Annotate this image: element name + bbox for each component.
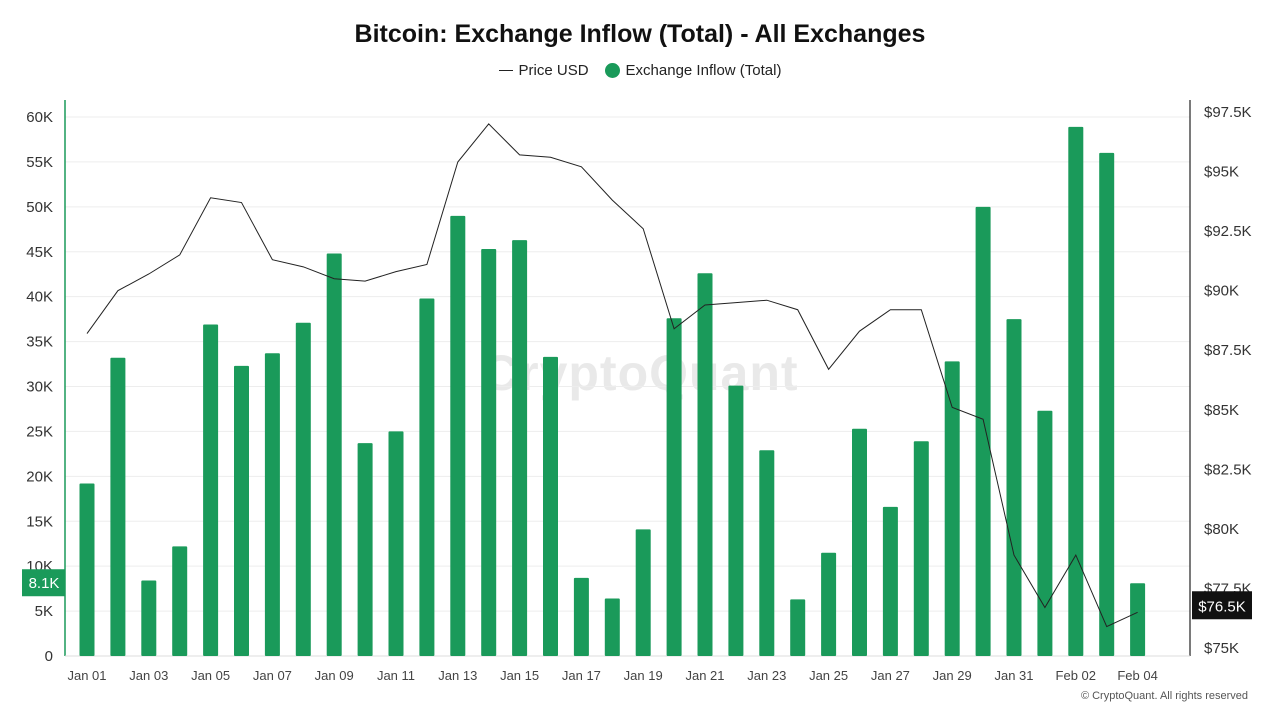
last-price-value: $76.5K — [1198, 598, 1246, 615]
y-right-tick-label: $85K — [1204, 402, 1239, 419]
y-right-tick-label: $82.5K — [1204, 461, 1252, 478]
last-price-tag — [1192, 591, 1252, 620]
chart-title: Bitcoin: Exchange Inflow (Total) - All E… — [354, 20, 926, 48]
inflow-bar — [944, 361, 960, 656]
inflow-bar — [852, 428, 867, 656]
y-left-tick-label: 20K — [26, 468, 53, 485]
y-right-tick-label: $90K — [1204, 283, 1239, 300]
inflow-bar — [79, 483, 95, 656]
x-tick-label: Jan 03 — [129, 668, 168, 683]
inflow-bar — [1006, 319, 1022, 656]
y-right-tick-label: $80K — [1204, 521, 1239, 538]
y-left-tick-label: 0 — [45, 648, 53, 665]
inflow-bar — [110, 357, 126, 656]
inflow-bar — [450, 215, 466, 657]
y-left-tick-label: 50K — [26, 199, 53, 216]
y-left-tick-label: 25K — [26, 423, 53, 440]
inflow-bar — [295, 322, 311, 656]
inflow-bar — [635, 529, 651, 656]
x-tick-label: Jan 21 — [685, 668, 724, 683]
inflow-bar — [512, 240, 528, 657]
last-inflow-value: 8.1K — [29, 575, 60, 592]
inflow-bar — [172, 546, 188, 656]
inflow-bar — [203, 324, 219, 656]
inflow-bar — [821, 552, 837, 656]
inflow-bar — [388, 431, 404, 656]
x-tick-label: Jan 01 — [67, 668, 106, 683]
x-tick-label: Jan 15 — [500, 668, 539, 683]
x-tick-label: Jan 29 — [933, 668, 972, 683]
x-tick-label: Jan 13 — [438, 668, 477, 683]
y-right-tick-label: $75K — [1204, 640, 1239, 657]
x-tick-label: Jan 31 — [994, 668, 1033, 683]
inflow-bar — [1037, 410, 1053, 656]
x-tick-label: Jan 05 — [191, 668, 230, 683]
inflow-bar — [975, 206, 991, 657]
inflow-bar — [234, 365, 249, 656]
y-left-tick-label: 15K — [26, 513, 53, 530]
inflow-bar — [882, 506, 898, 656]
inflow-bar — [1130, 583, 1146, 656]
y-left-tick-label: 30K — [26, 379, 53, 396]
inflow-bar — [1068, 126, 1084, 657]
y-left-tick-label: 60K — [26, 109, 53, 126]
inflow-bar — [141, 580, 157, 656]
inflow-bar — [326, 253, 342, 656]
dot-icon — [604, 63, 620, 78]
y-left-tick-label: 40K — [26, 289, 53, 306]
y-right-tick-label: $92.5K — [1204, 223, 1252, 240]
x-tick-label: Jan 09 — [315, 668, 354, 683]
x-tick-label: Jan 17 — [562, 668, 601, 683]
legend-item-price[interactable]: Price USD — [498, 62, 589, 79]
legend-label-inflow: Exchange Inflow (Total) — [625, 62, 782, 79]
y-left-tick-label: 5K — [35, 603, 53, 620]
legend-item-inflow[interactable]: Exchange Inflow (Total) — [604, 62, 782, 79]
x-tick-label: Jan 25 — [809, 668, 848, 683]
inflow-bar — [604, 598, 620, 656]
x-tick-label: Jan 23 — [747, 668, 786, 683]
inflow-bar — [357, 443, 373, 656]
inflow-bar — [573, 577, 589, 656]
y-right-tick-label: $95K — [1204, 164, 1239, 181]
x-tick-label: Jan 11 — [377, 668, 415, 683]
last-inflow-tag — [22, 569, 65, 597]
x-tick-label: Jan 19 — [624, 668, 663, 683]
y-left-tick-label: 55K — [26, 154, 53, 171]
x-tick-label: Feb 02 — [1056, 668, 1096, 683]
inflow-bar — [759, 450, 775, 656]
y-left-tick-label: 35K — [26, 334, 53, 351]
inflow-bar — [666, 318, 682, 656]
x-tick-label: Jan 07 — [253, 668, 292, 683]
inflow-bar — [264, 353, 280, 656]
y-right-tick-label: $87.5K — [1204, 342, 1252, 359]
inflow-bar — [481, 249, 497, 656]
y-left-tick-label: 45K — [26, 244, 53, 261]
inflow-bar — [1099, 152, 1115, 656]
x-tick-label: Jan 27 — [871, 668, 910, 683]
inflow-bar — [697, 273, 713, 656]
copyright-text: © CryptoQuant. All rights reserved — [1080, 690, 1248, 702]
line-icon — [498, 70, 513, 71]
inflow-bar — [728, 385, 744, 656]
price-line — [86, 123, 1138, 628]
inflow-bar — [543, 356, 558, 656]
legend-label-price: Price USD — [518, 62, 589, 79]
inflow-bar — [913, 441, 929, 656]
inflow-bar — [790, 599, 806, 656]
x-tick-label: Feb 04 — [1117, 668, 1157, 683]
y-right-tick-label: $97.5K — [1204, 104, 1252, 121]
legend: Price USD Exchange Inflow (Total) — [0, 62, 1280, 79]
watermark: CryptoQuant — [482, 345, 799, 401]
inflow-bar — [419, 298, 435, 656]
